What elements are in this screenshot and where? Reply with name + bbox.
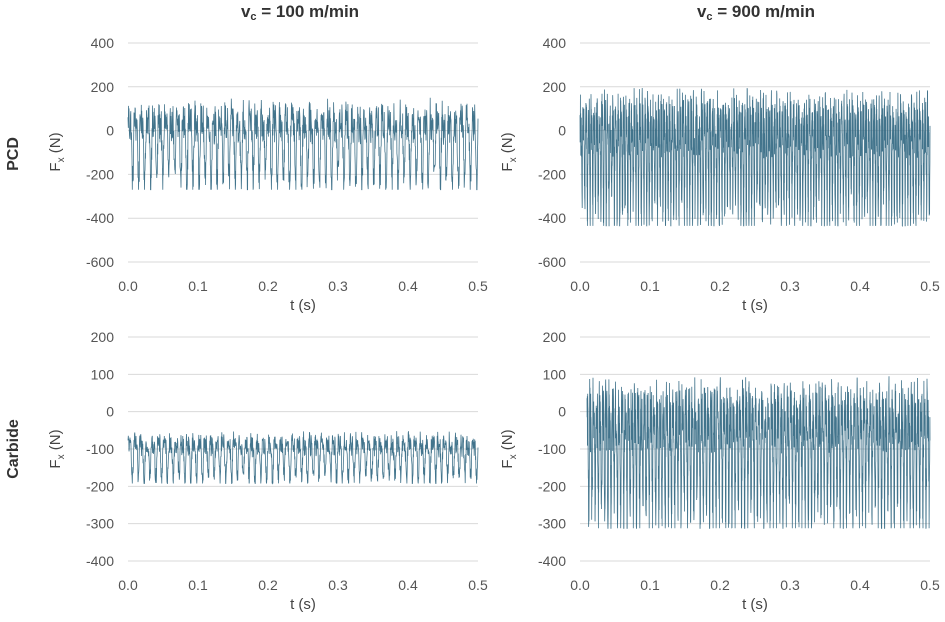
y-axis-label-main: F bbox=[499, 459, 516, 468]
y-axis-label-unit: (N) bbox=[47, 429, 64, 454]
y-axis-label-sub: x bbox=[56, 157, 67, 162]
vc-value: = 900 m/min bbox=[712, 2, 816, 21]
y-tick-label: 0 bbox=[106, 123, 114, 139]
x-tick-label: 0.1 bbox=[188, 577, 208, 593]
x-tick-label: 0.0 bbox=[118, 278, 138, 294]
y-axis-label-main: F bbox=[499, 162, 516, 171]
y-tick-label: 0 bbox=[106, 404, 114, 420]
y-axis-label-sub: x bbox=[56, 454, 67, 459]
force-series-line bbox=[127, 431, 479, 485]
x-tick-label: 0.4 bbox=[850, 278, 870, 294]
x-tick-label: 0.2 bbox=[710, 577, 730, 593]
y-tick-label: -400 bbox=[86, 210, 114, 226]
x-tick-label: 0.3 bbox=[328, 278, 348, 294]
y-axis-label-unit: (N) bbox=[499, 429, 516, 454]
y-axis-label: Fx (N) bbox=[499, 429, 519, 468]
x-tick-label: 0.1 bbox=[640, 278, 660, 294]
y-tick-label: 400 bbox=[91, 35, 115, 51]
x-tick-label: 0.1 bbox=[640, 577, 660, 593]
y-tick-label: -600 bbox=[86, 254, 114, 270]
y-tick-label: -300 bbox=[538, 516, 566, 532]
x-tick-label: 0.5 bbox=[468, 577, 488, 593]
force-series-line bbox=[127, 97, 479, 191]
x-tick-label: 0.0 bbox=[570, 278, 590, 294]
x-tick-label: 0.0 bbox=[118, 577, 138, 593]
y-axis-label-sub: x bbox=[508, 157, 519, 162]
y-axis-label-unit: (N) bbox=[499, 132, 516, 157]
x-axis-label: t (s) bbox=[742, 297, 768, 314]
y-tick-label: 100 bbox=[91, 366, 115, 382]
y-tick-label: -400 bbox=[538, 553, 566, 569]
y-tick-label: -200 bbox=[538, 166, 566, 182]
y-axis-label-main: F bbox=[47, 459, 64, 468]
x-tick-label: 0.4 bbox=[398, 278, 418, 294]
y-tick-label: -300 bbox=[86, 516, 114, 532]
y-axis-label: Fx (N) bbox=[47, 429, 67, 468]
y-tick-label: -400 bbox=[538, 210, 566, 226]
x-tick-label: 0.3 bbox=[780, 278, 800, 294]
y-tick-label: -100 bbox=[538, 441, 566, 457]
y-axis-label: Fx (N) bbox=[499, 132, 519, 171]
column-title-100: vc = 100 m/min bbox=[150, 2, 450, 23]
x-tick-label: 0.5 bbox=[468, 278, 488, 294]
vc-subscript: c bbox=[250, 11, 257, 23]
x-axis-label: t (s) bbox=[290, 297, 316, 314]
y-axis-label-unit: (N) bbox=[47, 132, 64, 157]
x-tick-label: 0.4 bbox=[850, 577, 870, 593]
y-axis-label: Fx (N) bbox=[47, 132, 67, 171]
x-tick-label: 0.2 bbox=[710, 278, 730, 294]
x-axis-label: t (s) bbox=[290, 596, 316, 613]
x-tick-label: 0.3 bbox=[780, 577, 800, 593]
y-tick-label: 100 bbox=[543, 366, 567, 382]
x-tick-label: 0.4 bbox=[398, 577, 418, 593]
y-tick-label: 0 bbox=[558, 404, 566, 420]
y-tick-label: -100 bbox=[86, 441, 114, 457]
y-axis-label-sub: x bbox=[508, 454, 519, 459]
y-tick-label: -200 bbox=[86, 166, 114, 182]
y-tick-label: -400 bbox=[86, 553, 114, 569]
vc-symbol: v bbox=[696, 2, 707, 21]
vc-value: = 100 m/min bbox=[256, 2, 360, 21]
y-tick-label: -200 bbox=[86, 478, 114, 494]
y-tick-label: 0 bbox=[558, 123, 566, 139]
y-tick-label: 200 bbox=[543, 79, 567, 95]
force-series-line bbox=[586, 376, 931, 529]
x-tick-label: 0.1 bbox=[188, 278, 208, 294]
vc-symbol: v bbox=[240, 2, 251, 21]
force-series-line bbox=[579, 87, 931, 227]
x-axis-label: t (s) bbox=[742, 596, 768, 613]
y-tick-label: -200 bbox=[538, 478, 566, 494]
column-title-900: vc = 900 m/min bbox=[606, 2, 906, 23]
x-tick-label: 0.5 bbox=[920, 278, 940, 294]
x-tick-label: 0.2 bbox=[258, 577, 278, 593]
x-tick-label: 0.5 bbox=[920, 577, 940, 593]
y-tick-label: 200 bbox=[91, 329, 115, 345]
y-tick-label: 400 bbox=[543, 35, 567, 51]
y-tick-label: -600 bbox=[538, 254, 566, 270]
y-tick-label: 200 bbox=[543, 329, 567, 345]
x-tick-label: 0.3 bbox=[328, 577, 348, 593]
y-tick-label: 200 bbox=[91, 79, 115, 95]
x-tick-label: 0.2 bbox=[258, 278, 278, 294]
vc-subscript: c bbox=[706, 11, 713, 23]
y-axis-label-main: F bbox=[47, 162, 64, 171]
x-tick-label: 0.0 bbox=[570, 577, 590, 593]
